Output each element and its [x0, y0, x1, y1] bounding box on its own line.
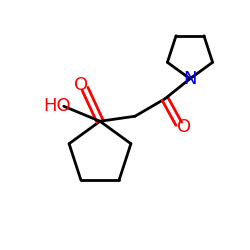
- Text: N: N: [183, 70, 197, 88]
- Text: O: O: [74, 76, 88, 94]
- Text: O: O: [177, 118, 191, 136]
- Text: HO: HO: [44, 97, 71, 115]
